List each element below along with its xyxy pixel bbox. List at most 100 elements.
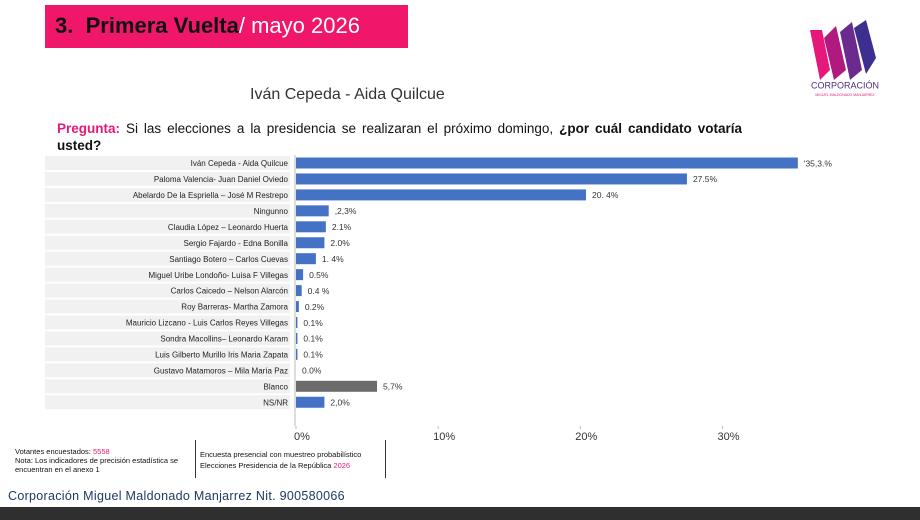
y-tick-label: Carlos Caicedo – Nelson Alarcón — [171, 287, 288, 296]
label-band — [45, 187, 290, 202]
respondents-label: Votantes encuestados: — [15, 447, 91, 456]
header-box — [45, 5, 408, 48]
logo-name: CORPORACIÓN — [811, 80, 879, 90]
value-label: 0.1% — [303, 350, 323, 360]
logo-shape — [854, 20, 876, 74]
bar — [296, 396, 325, 408]
notes-left: Votantes encuestados: 5558 Nota: Los ind… — [15, 447, 190, 474]
method: Encuesta presencial con muestreo probabi… — [200, 450, 362, 459]
y-tick-label: Santiago Botero – Carlos Cuevas — [169, 255, 288, 264]
y-tick-label: Luis Gilberto Murillo Iris Maria Zapata — [155, 351, 288, 360]
header-title: Primera Vuelta — [85, 13, 239, 38]
value-label: 0.2% — [305, 302, 325, 312]
logo-shape — [810, 30, 830, 80]
header-date: / mayo 2026 — [238, 13, 360, 38]
label-band — [45, 379, 290, 394]
value-label: 2.0% — [330, 238, 350, 248]
bar — [296, 205, 329, 217]
bar — [296, 221, 326, 233]
question: Pregunta: Si las elecciones a la preside… — [57, 120, 742, 154]
bar — [296, 301, 299, 313]
election-label: Elecciones Presidencia de la República — [200, 461, 332, 470]
label-band — [45, 251, 290, 266]
value-label: 0.0% — [302, 366, 322, 376]
label-band — [45, 347, 290, 362]
y-tick-label: Ningunno — [254, 207, 289, 216]
y-tick-label: Gustavo Matamoros – Mila María Paz — [154, 366, 288, 375]
y-tick-label: Mauricio Lizcano - Luis Carlos Reyes Vil… — [126, 319, 288, 328]
bar — [296, 380, 378, 392]
y-tick-label: Abelardo De la Espriella – José M Restre… — [133, 191, 289, 200]
notes-right: Encuesta presencial con muestreo probabi… — [200, 449, 385, 471]
value-label: ,2,3% — [335, 206, 357, 216]
x-tick-label: 30% — [717, 431, 739, 443]
y-tick-label: Paloma Valencia- Juan Daniel Oviedo — [154, 175, 289, 184]
logo-shape — [824, 26, 846, 80]
value-label: 1. 4% — [322, 254, 344, 264]
y-tick-label: NS/NR — [263, 398, 288, 407]
header: 3. Primera Vuelta/ mayo 2026 — [55, 13, 360, 39]
bar — [296, 317, 298, 328]
question-label: Pregunta: — [57, 121, 121, 136]
x-tick-label: 0% — [294, 431, 310, 443]
divider — [195, 440, 196, 478]
note: Nota: Los indicadores de precisión estad… — [15, 456, 179, 474]
label-band — [45, 283, 290, 298]
value-label: 2.1% — [332, 222, 352, 232]
y-tick-label: Claudia López – Leonardo Huerta — [168, 223, 289, 232]
bar — [296, 253, 316, 265]
y-tick-label: Sergio Fajardo - Edna Bonilla — [183, 239, 288, 248]
value-label: 0.5% — [309, 270, 329, 280]
value-label: 2,0% — [330, 398, 350, 408]
value-label: 20. 4% — [592, 190, 619, 200]
label-band — [45, 219, 290, 234]
label-band — [45, 156, 290, 170]
label-band — [45, 395, 290, 410]
footer: Corporación Miguel Maldonado Manjarrez N… — [8, 489, 345, 503]
bar — [296, 348, 298, 360]
label-band — [45, 331, 290, 346]
logo-subtitle: MIGUEL MALDONADO MANJARREZ — [815, 93, 875, 97]
bar — [296, 189, 587, 201]
value-label: 0.1% — [303, 334, 323, 344]
logo-shape — [840, 22, 862, 80]
y-tick-label: Blanco — [264, 382, 289, 391]
label-band — [45, 267, 290, 282]
label-band — [45, 299, 290, 314]
logo: CORPORACIÓN MIGUEL MALDONADO MANJARREZ — [810, 20, 879, 97]
y-tick-label: Miguel Uribe Londoño- Luisa F Villegas — [149, 271, 289, 280]
value-label: '35,3.% — [804, 158, 833, 168]
label-band — [45, 235, 290, 250]
chart-title: Iván Cepeda - Aida Quilcue — [250, 86, 445, 103]
question-emphasis: ¿por cuál candidato votaría usted? — [57, 121, 742, 153]
election-year: 2026 — [333, 461, 351, 470]
bar — [296, 237, 325, 249]
divider — [385, 440, 386, 478]
respondents-value: 5558 — [92, 447, 110, 456]
question-text: Si las elecciones a la presidencia se re… — [125, 121, 554, 136]
label-band — [45, 171, 290, 186]
label-band — [45, 363, 290, 378]
bar — [296, 269, 304, 281]
bar — [296, 173, 687, 185]
bar — [296, 285, 302, 297]
value-label: 0.1% — [303, 318, 323, 328]
y-tick-label: Roy Barreras- Martha Zamora — [181, 303, 288, 312]
label-band — [45, 203, 290, 218]
label-band — [45, 315, 290, 330]
x-tick-label: 20% — [575, 431, 597, 443]
value-label: 27.5% — [693, 174, 718, 184]
election: Elecciones Presidencia de la República 2… — [200, 460, 385, 471]
x-tick-label: 10% — [433, 431, 455, 443]
footer-bar — [0, 507, 920, 520]
value-label: 0.4 % — [308, 286, 330, 296]
header-number: 3. — [55, 13, 74, 38]
bar — [296, 157, 798, 169]
value-label: 5,7% — [383, 382, 403, 392]
y-tick-label: Iván Cepeda - Aida Quilcue — [191, 159, 289, 168]
bar — [296, 332, 298, 344]
y-tick-label: Sondra Macollins– Leonardo Karam — [160, 335, 288, 344]
respondents: Votantes encuestados: 5558 — [15, 447, 190, 456]
